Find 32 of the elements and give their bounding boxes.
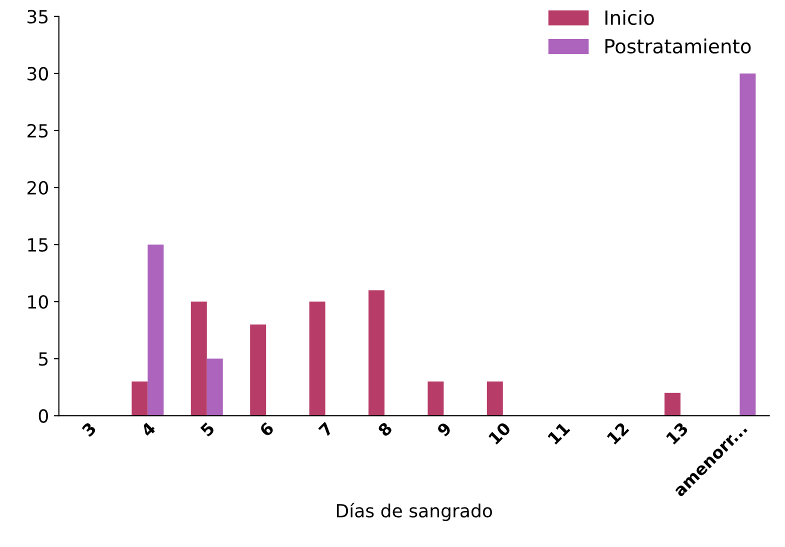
x-tick-label: 6 [258, 421, 275, 438]
x-tick-label: 10 [488, 421, 512, 445]
y-tick-label: 20 [28, 181, 48, 195]
y-tick-label: 0 [38, 409, 48, 423]
x-tick-label: 7 [318, 422, 334, 437]
bar [250, 324, 266, 416]
legend-label: Inicio [605, 10, 654, 26]
bar [190, 302, 207, 416]
legend-label: Postratamiento [605, 38, 751, 54]
bar [148, 244, 164, 416]
x-tick-label: 3 [81, 422, 97, 438]
bar [740, 73, 756, 416]
x-tick-label: 11 [547, 422, 570, 445]
bar [206, 358, 223, 416]
bar [428, 381, 444, 416]
x-axis-title: Días de sangrado [336, 502, 492, 522]
bar [368, 290, 384, 416]
bar [132, 381, 148, 416]
y-tick-label: 35 [28, 10, 48, 24]
x-tick-label: 9 [436, 422, 452, 438]
x-tick-label: 12 [606, 422, 630, 445]
bar [309, 302, 326, 416]
y-tick-label: 10 [28, 295, 48, 309]
y-tick-label: 30 [28, 66, 48, 81]
bar [486, 381, 503, 416]
bar [664, 392, 680, 416]
y-tick-label: 5 [39, 352, 48, 366]
x-tick-label: 8 [377, 422, 393, 438]
y-tick-label: 15 [28, 238, 48, 252]
x-tick-label: 4 [140, 421, 156, 438]
x-tick-label: 5 [200, 422, 216, 437]
y-tick-label: 25 [28, 124, 48, 138]
